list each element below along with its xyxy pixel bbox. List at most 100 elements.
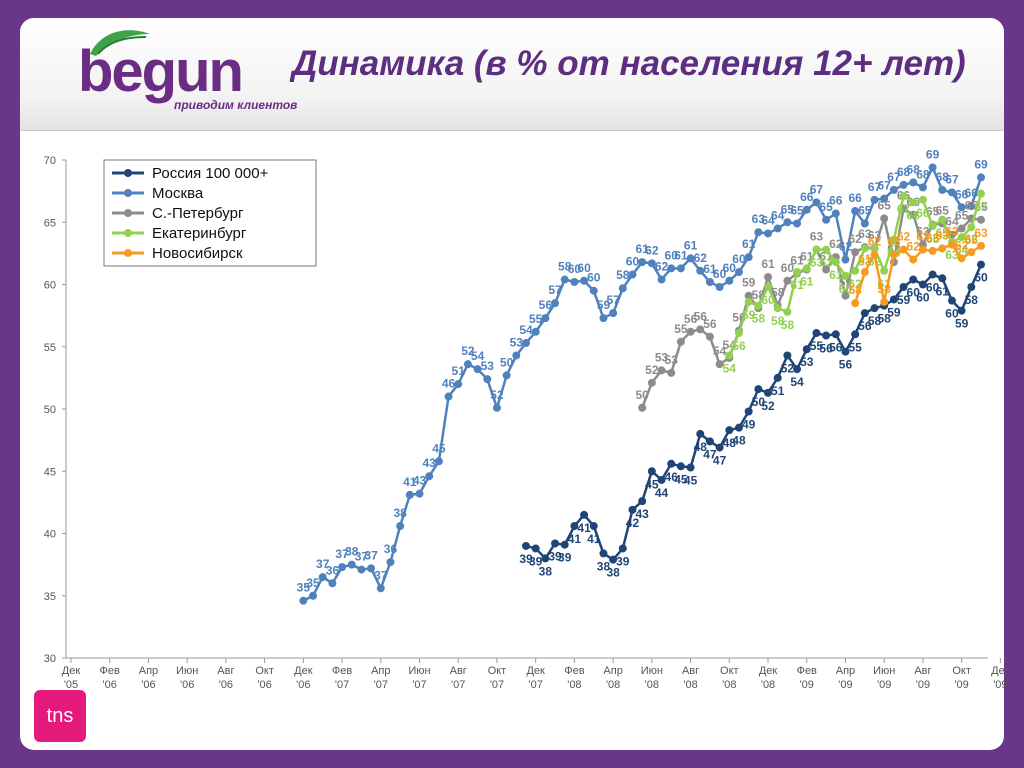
data-label: 38 [345,545,359,559]
data-label: 56 [732,339,746,353]
data-point [705,437,714,446]
data-label: 66 [848,191,862,205]
data-label: 63 [974,226,988,240]
data-point [696,266,705,275]
data-label: 42 [626,516,640,530]
data-label: 65 [926,232,940,246]
data-point [870,250,879,259]
data-label: 53 [800,355,814,369]
data-point [841,291,850,300]
data-point [667,368,676,377]
data-label: 59 [955,317,969,331]
x-tick-label-year: '09 [877,679,891,691]
data-label: 53 [665,353,679,367]
data-label: 37 [374,568,388,582]
data-label: 43 [413,474,427,488]
x-tick-label-month: Авг [217,665,234,677]
data-label: 60 [713,267,727,281]
data-point [870,195,879,204]
data-point [822,215,831,224]
data-label: 56 [858,319,872,333]
data-label: 59 [839,276,853,290]
data-label: 58 [771,286,785,300]
x-tick-label-month: Окт [488,665,507,677]
data-point [580,510,589,519]
data-label: 67 [868,180,882,194]
data-point [744,253,753,262]
data-point [870,244,879,253]
legend-swatch-marker [124,169,132,177]
data-label: 61 [790,278,804,292]
data-label: 46 [442,377,456,391]
data-point [957,203,966,212]
data-label: 67 [810,182,824,196]
data-point [589,522,598,531]
data-label: 55 [674,322,688,336]
data-point [522,339,530,348]
data-point [754,228,763,237]
data-label: 63 [916,230,930,244]
data-label: 62 [897,230,911,244]
data-label: 54 [723,361,737,375]
data-label: 69 [974,157,988,171]
data-label: 68 [907,162,921,176]
data-point [889,185,898,194]
data-label: 57 [548,283,562,297]
data-label: 67 [974,200,988,214]
data-label: 63 [819,256,833,270]
data-point [638,497,647,506]
data-point [541,554,550,563]
data-point [947,240,956,249]
data-point [764,282,773,291]
x-tick-label-year: '08 [606,679,620,691]
x-tick-label-month: Фев [332,665,352,677]
data-point [405,490,414,499]
data-label: 63 [916,225,930,239]
x-tick-label-year: '09 [993,679,1007,691]
data-point [512,351,521,360]
data-point [560,540,569,549]
data-point [764,273,773,282]
data-point [744,407,753,416]
data-label: 60 [587,271,601,285]
data-point [580,276,589,285]
data-label: 38 [606,566,620,580]
data-point [696,325,705,334]
data-point [618,544,627,553]
data-point [977,215,985,224]
data-point [918,183,927,192]
x-tick-label-month: Авг [914,665,931,677]
data-point [754,301,763,310]
data-point [909,275,918,284]
data-label: 59 [897,293,911,307]
data-label: 56 [684,312,698,326]
data-label: 53 [655,350,669,364]
x-tick-label-month: Фев [564,665,584,677]
data-point [396,522,405,531]
data-label: 55 [810,339,824,353]
data-point [831,330,840,339]
data-label: 39 [548,549,562,563]
data-label: 58 [878,282,892,296]
data-label: 62 [965,232,979,246]
legend-entry: С.-Петербург [152,205,244,222]
data-point [918,195,927,204]
x-tick-label-month: Июн [873,665,895,677]
data-point [938,244,947,253]
data-label: 58 [558,260,572,274]
data-label: 67 [897,202,911,216]
data-point [599,549,608,558]
data-label: 41 [577,521,591,535]
data-point [841,255,850,264]
data-label: 62 [848,277,862,291]
data-point [831,258,840,267]
data-point [609,309,618,318]
data-point [628,505,637,514]
legend-swatch-marker [124,189,132,197]
data-label: 52 [490,388,504,402]
data-point [657,366,666,375]
data-label: 63 [858,227,872,241]
data-point [628,270,637,279]
data-label: 39 [616,554,630,568]
data-label: 56 [829,340,843,354]
